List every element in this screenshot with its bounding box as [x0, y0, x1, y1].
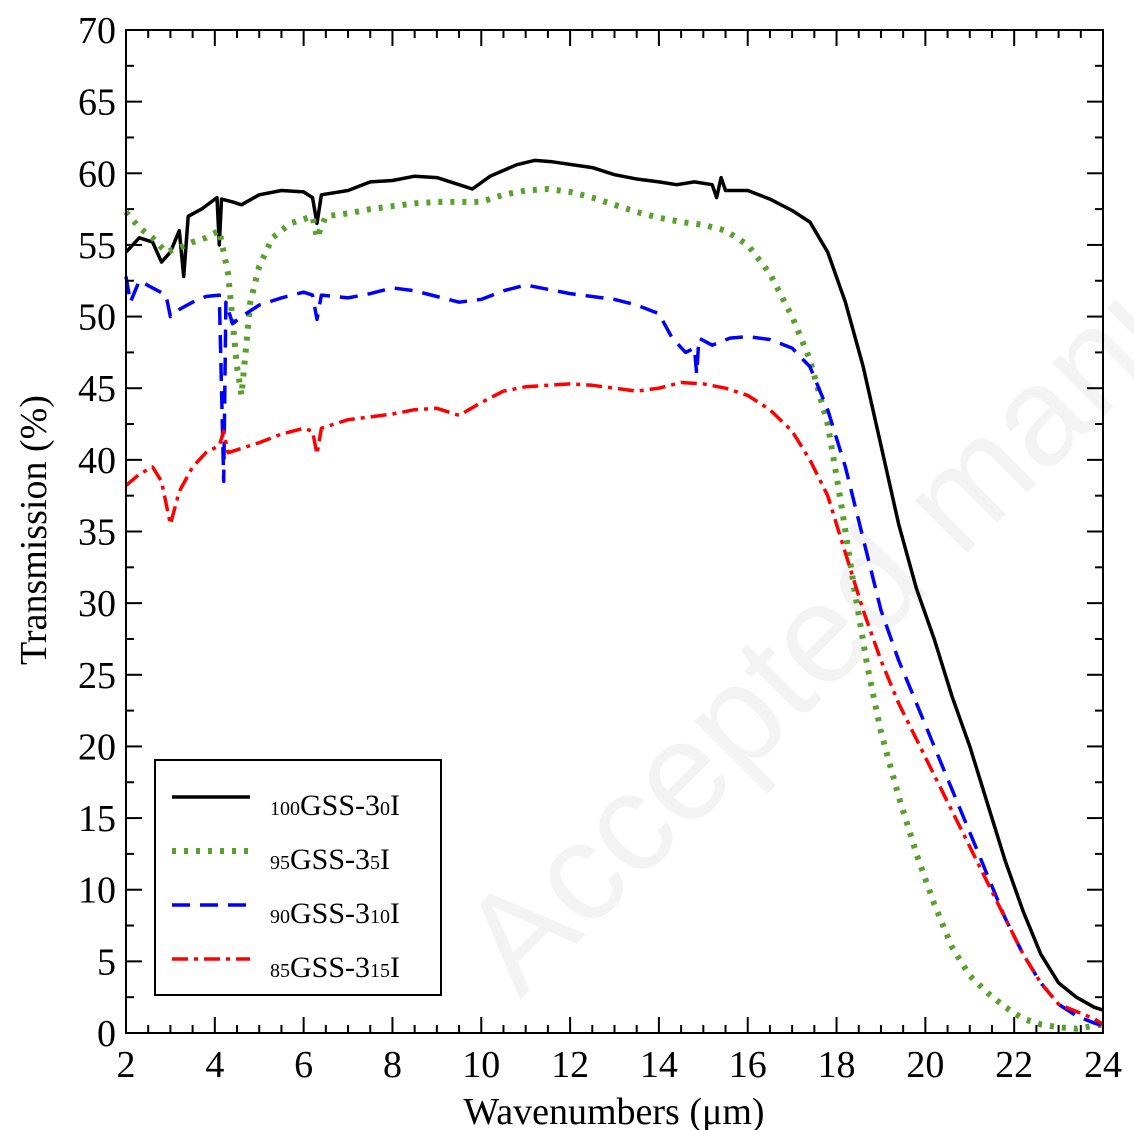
y-tick-label: 5 — [97, 941, 116, 983]
legend-label-2: 95GSS-35I — [270, 843, 390, 876]
x-tick-label: 18 — [818, 1044, 856, 1086]
legend-label-3: 90GSS-310I — [270, 897, 400, 930]
tick-layer — [125, 29, 1104, 1034]
x-tick-label: 14 — [640, 1044, 678, 1086]
x-tick-label: 8 — [383, 1044, 402, 1086]
x-tick-label: 20 — [906, 1044, 944, 1086]
x-tick-labels: 2 4 6 8 10 12 14 16 18 20 22 24 — [117, 1044, 1123, 1086]
y-tick-label: 45 — [78, 368, 116, 410]
y-tick-label: 50 — [78, 297, 116, 339]
legend-label-4: 85GSS-315I — [270, 951, 400, 984]
x-axis-title: Wavenumbers (μm) — [463, 1091, 764, 1130]
legend: 100GSS-30I 95GSS-35I 90GSS-310I 85GSS-315I — [154, 759, 442, 996]
x-tick-label: 2 — [117, 1044, 136, 1086]
y-tick-label: 65 — [78, 82, 116, 124]
y-tick-label: 20 — [78, 726, 116, 768]
y-tick-label: 15 — [78, 798, 116, 840]
series-line-3 — [124, 276, 1104, 1028]
legend-label-1: 100GSS-30I — [270, 789, 400, 822]
y-tick-label: 10 — [78, 870, 116, 912]
y-tick-label: 30 — [78, 583, 116, 625]
y-tick-label: 55 — [78, 225, 116, 267]
x-tick-label: 16 — [729, 1044, 767, 1086]
x-tick-label: 22 — [995, 1044, 1033, 1086]
x-tick-label: 4 — [205, 1044, 224, 1086]
x-tick-label: 24 — [1084, 1044, 1122, 1086]
y-tick-label: 40 — [78, 440, 116, 482]
series-line-2 — [123, 186, 1104, 1032]
series-line-4 — [124, 380, 1104, 1026]
y-tick-label: 70 — [78, 10, 116, 52]
legend-box — [154, 759, 442, 996]
y-tick-label: 60 — [78, 153, 116, 195]
x-tick-label: 6 — [294, 1044, 313, 1086]
y-tick-label: 35 — [78, 512, 116, 554]
x-tick-label: 12 — [551, 1044, 589, 1086]
y-tick-label: 25 — [78, 655, 116, 697]
x-tick-label: 10 — [462, 1044, 500, 1086]
series-layer — [123, 158, 1104, 1032]
y-tick-label: 0 — [97, 1013, 116, 1055]
y-axis-title: Transmission (%) — [13, 395, 55, 665]
y-tick-labels: 0 5 10 15 20 25 30 35 40 45 50 55 60 65 70 — [78, 10, 116, 1055]
